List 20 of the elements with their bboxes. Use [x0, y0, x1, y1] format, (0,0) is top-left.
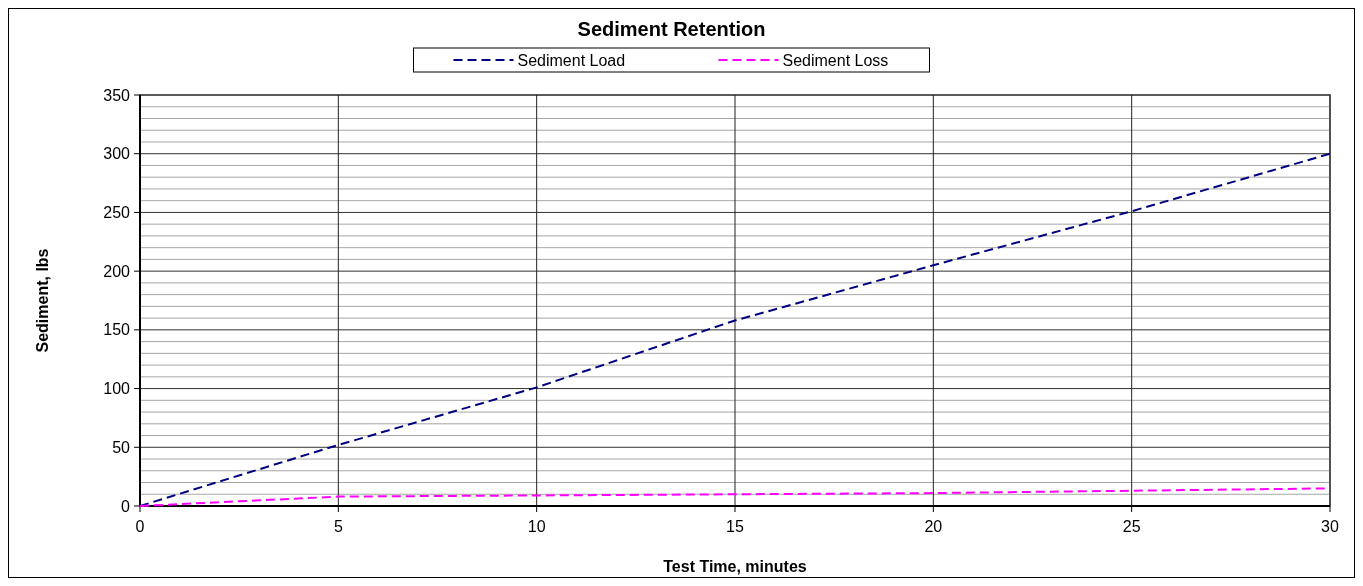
y-tick-label: 100 [103, 380, 131, 398]
x-axis-title: Test Time, minutes [663, 558, 807, 575]
y-axis-title: Sediment, lbs [34, 248, 51, 353]
y-tick-label: 200 [103, 262, 131, 280]
y-tick-label: 150 [103, 321, 131, 339]
legend-label: Sediment Load [517, 51, 626, 69]
x-tick-label: 10 [527, 518, 546, 535]
x-tick-label: 15 [726, 518, 744, 535]
x-tick-label: 30 [1321, 518, 1339, 535]
x-tick-label: 0 [135, 518, 145, 535]
legend-label: Sediment Loss [782, 51, 889, 69]
y-tick-label: 300 [103, 145, 131, 163]
chart-title: Sediment Retention [577, 18, 766, 40]
y-tick-label: 250 [103, 204, 131, 222]
x-tick-label: 20 [924, 518, 943, 535]
y-tick-label: 0 [121, 497, 131, 515]
y-tick-label: 350 [103, 86, 131, 104]
x-tick-label: 5 [333, 518, 343, 535]
x-tick-label: 25 [1122, 518, 1141, 535]
y-tick-label: 50 [112, 438, 131, 456]
